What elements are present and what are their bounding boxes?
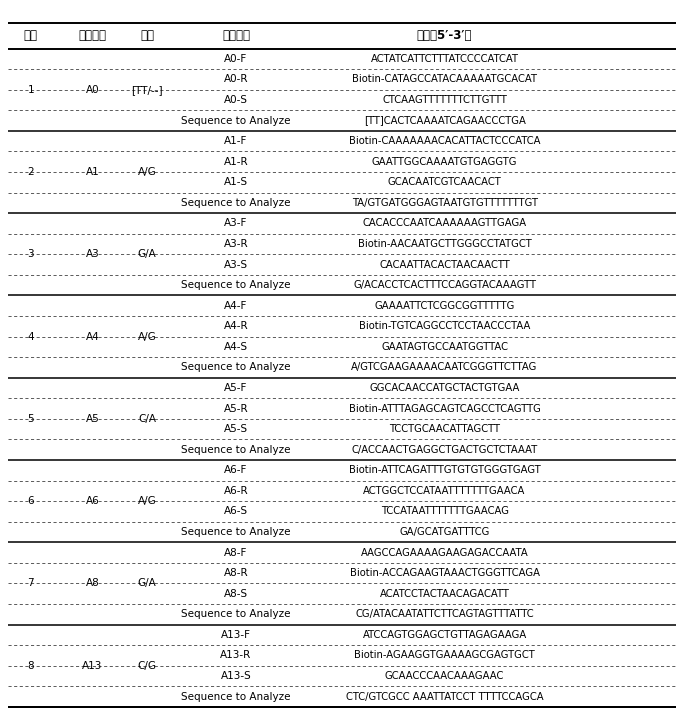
Text: A6-F: A6-F	[224, 466, 248, 476]
Text: GCAACCCAACAAAGAAC: GCAACCCAACAAAGAAC	[385, 671, 504, 681]
Text: Sequence to Analyze: Sequence to Analyze	[181, 445, 291, 455]
Text: TCCTGCAACATTAGCTT: TCCTGCAACATTAGCTT	[389, 424, 500, 434]
Text: Biotin-AGAAGGTGAAAAGCGAGTGCT: Biotin-AGAAGGTGAAAAGCGAGTGCT	[354, 650, 535, 660]
Text: Biotin-ATTTAGAGCAGTCAGCCTCAGTTG: Biotin-ATTTAGAGCAGTCAGCCTCAGTTG	[349, 403, 540, 413]
Text: C/A: C/A	[138, 414, 156, 424]
Text: Sequence to Analyze: Sequence to Analyze	[181, 280, 291, 290]
Text: 引物名称: 引物名称	[222, 29, 250, 42]
Text: C/G: C/G	[137, 660, 157, 670]
Text: A0-R: A0-R	[224, 74, 248, 84]
Text: A4-R: A4-R	[224, 321, 248, 331]
Text: A8-R: A8-R	[224, 568, 248, 578]
Text: A1-F: A1-F	[224, 136, 248, 146]
Text: CTCAAGTTTTTTTCTTGTTT: CTCAAGTTTTTTTCTTGTTT	[382, 95, 507, 105]
Text: GAATAGTGCCAATGGTTAC: GAATAGTGCCAATGGTTAC	[381, 342, 508, 352]
Text: GGCACAACCATGCTACTGTGAA: GGCACAACCATGCTACTGTGAA	[369, 383, 520, 393]
Text: 位点名称: 位点名称	[79, 29, 106, 42]
Text: Sequence to Analyze: Sequence to Analyze	[181, 363, 291, 373]
Text: TCCATAATTTTTTTGAACAG: TCCATAATTTTTTTGAACAG	[380, 506, 509, 516]
Text: ATCCAGTGGAGCTGTTAGAGAAGA: ATCCAGTGGAGCTGTTAGAGAAGA	[363, 630, 527, 640]
Text: 6: 6	[27, 496, 34, 506]
Text: Biotin-ACCAGAAGTAAACTGGGTTCAGA: Biotin-ACCAGAAGTAAACTGGGTTCAGA	[350, 568, 540, 578]
Text: GA/GCATGATTTCG: GA/GCATGATTTCG	[399, 527, 490, 537]
Text: 序号: 序号	[24, 29, 38, 42]
Text: A1-R: A1-R	[224, 156, 248, 166]
Text: A6: A6	[86, 496, 99, 506]
Text: A4: A4	[86, 331, 99, 341]
Text: Sequence to Analyze: Sequence to Analyze	[181, 116, 291, 126]
Text: A5-R: A5-R	[224, 403, 248, 413]
Text: [TT/--]: [TT/--]	[131, 85, 163, 95]
Text: CTC/GTCGCC AAATTATCCT TTTTCCAGCA: CTC/GTCGCC AAATTATCCT TTTTCCAGCA	[346, 692, 543, 702]
Text: 8: 8	[27, 660, 34, 670]
Text: GAATTGGCAAAATGTGAGGTG: GAATTGGCAAAATGTGAGGTG	[372, 156, 517, 166]
Text: A6-R: A6-R	[224, 486, 248, 496]
Text: 3: 3	[27, 249, 34, 259]
Text: 序列（5′-3′）: 序列（5′-3′）	[417, 29, 473, 42]
Text: A/GTCGAAGAAAACAATCGGGTTCTTAG: A/GTCGAAGAAAACAATCGGGTTCTTAG	[352, 363, 538, 373]
Text: A/G: A/G	[137, 331, 157, 341]
Text: 7: 7	[27, 578, 34, 588]
Text: A13: A13	[82, 660, 103, 670]
Text: A13-S: A13-S	[221, 671, 251, 681]
Text: G/A: G/A	[137, 578, 157, 588]
Text: A0-F: A0-F	[224, 54, 248, 64]
Text: A1-S: A1-S	[224, 177, 248, 187]
Text: ACTGGCTCCATAATTTTTTTGAACA: ACTGGCTCCATAATTTTTTTGAACA	[363, 486, 526, 496]
Text: G/A: G/A	[137, 249, 157, 259]
Text: 2: 2	[27, 167, 34, 177]
Text: A3-R: A3-R	[224, 239, 248, 249]
Text: CACACCCAATCAAAAAAGTTGAGA: CACACCCAATCAAAAAAGTTGAGA	[363, 218, 527, 228]
Text: A5: A5	[86, 414, 99, 424]
Text: ACTATCATTCTTTATCCCCATCAT: ACTATCATTCTTTATCCCCATCAT	[371, 54, 518, 64]
Text: TA/GTGATGGGAGTAATGTGTTTTTTTGT: TA/GTGATGGGAGTAATGTGTTTTTTTGT	[352, 198, 538, 208]
Text: Biotin-ATTCAGATTTGTGTGTGGGTGAGT: Biotin-ATTCAGATTTGTGTGTGGGTGAGT	[349, 466, 540, 476]
Text: Biotin-CATAGCCATACAAAAATGCACAT: Biotin-CATAGCCATACAAAAATGCACAT	[352, 74, 537, 84]
Text: A4-F: A4-F	[224, 301, 248, 311]
Text: GAAAATTCTCGGCGGTTTTTG: GAAAATTCTCGGCGGTTTTTG	[374, 301, 515, 311]
Text: 分型: 分型	[140, 29, 154, 42]
Text: Sequence to Analyze: Sequence to Analyze	[181, 527, 291, 537]
Text: A/G: A/G	[137, 167, 157, 177]
Text: A8-F: A8-F	[224, 548, 248, 558]
Text: A4-S: A4-S	[224, 342, 248, 352]
Text: A8-S: A8-S	[224, 589, 248, 599]
Text: C/ACCAACTGAGGCTGACTGCTCTAAAT: C/ACCAACTGAGGCTGACTGCTCTAAAT	[352, 445, 538, 455]
Text: CACAATTACACTAACAACTT: CACAATTACACTAACAACTT	[379, 260, 510, 270]
Text: GCACAATCGTCAACACT: GCACAATCGTCAACACT	[388, 177, 501, 187]
Text: 5: 5	[27, 414, 34, 424]
Text: A5-F: A5-F	[224, 383, 248, 393]
Text: A0-S: A0-S	[224, 95, 248, 105]
Text: A13-R: A13-R	[220, 650, 252, 660]
Text: Biotin-AACAATGCTTGGGCCTATGCT: Biotin-AACAATGCTTGGGCCTATGCT	[358, 239, 531, 249]
Text: 4: 4	[27, 331, 34, 341]
Text: ACATCCTACTAACAGACATT: ACATCCTACTAACAGACATT	[380, 589, 510, 599]
Text: A3: A3	[86, 249, 99, 259]
Text: G/ACACCTCACTTTCCAGGTACAAAGTT: G/ACACCTCACTTTCCAGGTACAAAGTT	[353, 280, 536, 290]
Text: Sequence to Analyze: Sequence to Analyze	[181, 198, 291, 208]
Text: Sequence to Analyze: Sequence to Analyze	[181, 609, 291, 619]
Text: A6-S: A6-S	[224, 506, 248, 516]
Text: A13-F: A13-F	[221, 630, 251, 640]
Text: A0: A0	[86, 85, 99, 95]
Text: A8: A8	[86, 578, 99, 588]
Text: A1: A1	[86, 167, 99, 177]
Text: AAGCCAGAAAAGAAGAGACCAATA: AAGCCAGAAAAGAAGAGACCAATA	[360, 548, 529, 558]
Text: [TT]CACTCAAAATCAGAACCCTGA: [TT]CACTCAAAATCAGAACCCTGA	[364, 116, 525, 126]
Text: Biotin-TGTCAGGCCTCCTAACCCTAA: Biotin-TGTCAGGCCTCCTAACCCTAA	[359, 321, 530, 331]
Text: A/G: A/G	[137, 496, 157, 506]
Text: A5-S: A5-S	[224, 424, 248, 434]
Text: Sequence to Analyze: Sequence to Analyze	[181, 692, 291, 702]
Text: A3-F: A3-F	[224, 218, 248, 228]
Text: 1: 1	[27, 85, 34, 95]
Text: Biotin-CAAAAAAACACATTACTCCCATCA: Biotin-CAAAAAAACACATTACTCCCATCA	[349, 136, 540, 146]
Text: CG/ATACAATATTCTTCAGTAGTTTATTC: CG/ATACAATATTCTTCAGTAGTTTATTC	[355, 609, 534, 619]
Text: A3-S: A3-S	[224, 260, 248, 270]
